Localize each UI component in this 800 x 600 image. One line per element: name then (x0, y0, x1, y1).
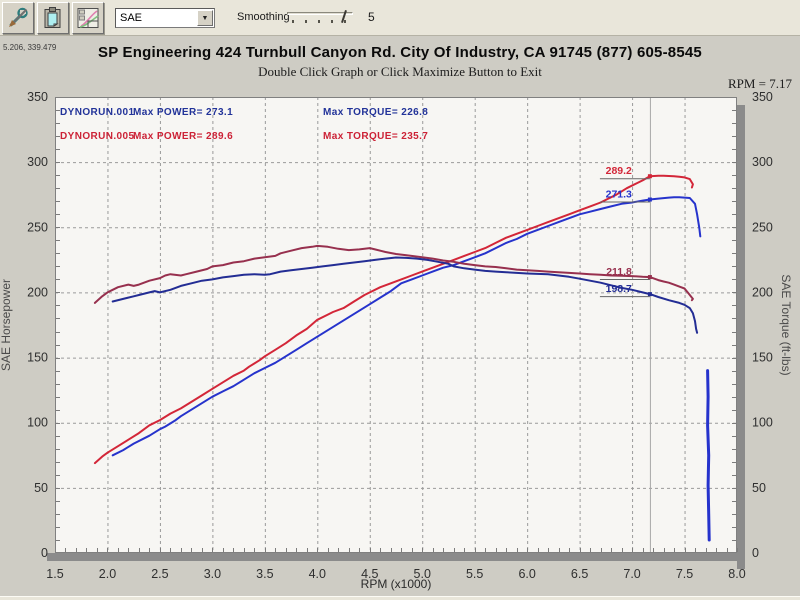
plot-shadow-bottom (47, 553, 737, 561)
slider-tick (292, 20, 294, 23)
plot-area[interactable] (55, 97, 737, 553)
svg-text:2.5: 2.5 (151, 567, 168, 581)
minor-ticks (55, 110, 738, 552)
correction-select-value: SAE (120, 12, 143, 24)
rpm-cursor-readout: RPM = 7.17 (727, 76, 792, 91)
cursor-readouts: 289.2 271.3 211.8 198.7 (599, 165, 652, 298)
smoothing-label: Smoothing (237, 11, 290, 23)
svg-text:250: 250 (27, 220, 48, 234)
svg-text:350: 350 (752, 90, 773, 104)
series-power-005 (93, 174, 694, 465)
plot-border (55, 97, 737, 553)
legend-max-torque: Max TORQUE= 235.7 (323, 131, 429, 142)
y-axis-title-left: SAE Horsepower (0, 278, 13, 372)
hint-text: Double Click Graph or Click Maximize But… (258, 64, 542, 79)
svg-text:8.0: 8.0 (728, 567, 745, 581)
svg-text:3.5: 3.5 (256, 567, 273, 581)
svg-text:50: 50 (34, 481, 48, 495)
y-tick-labels-right: 0 50 100 150 200 250 300 350 (752, 90, 773, 560)
clipboard-button[interactable] (37, 2, 69, 34)
svg-text:200: 200 (752, 285, 773, 299)
legend-max-power: Max POWER= 289.6 (133, 131, 234, 142)
svg-text:2.0: 2.0 (99, 567, 116, 581)
y-tick-labels-left: 0 50 100 150 200 250 300 350 (27, 90, 48, 560)
svg-text:4.5: 4.5 (361, 567, 378, 581)
correction-select[interactable]: SAE ▼ (115, 8, 215, 28)
mouse-coordinates: 5.206, 339.479 (3, 43, 57, 52)
series-torque-001 (111, 256, 699, 334)
window-bottom-edge (0, 596, 800, 600)
svg-text:150: 150 (752, 351, 773, 365)
y-axis-title-right: SAE Torque (ft-lbs) (779, 274, 793, 376)
svg-text:200: 200 (27, 285, 48, 299)
svg-text:289.2: 289.2 (606, 165, 632, 177)
series-trace-001-tail (706, 369, 711, 542)
svg-text:150: 150 (27, 351, 48, 365)
svg-text:198.7: 198.7 (606, 283, 632, 295)
svg-text:1.5: 1.5 (46, 567, 63, 581)
svg-text:3.0: 3.0 (204, 567, 221, 581)
svg-text:7.5: 7.5 (676, 567, 693, 581)
tools-button[interactable] (2, 2, 34, 34)
svg-text:4.0: 4.0 (309, 567, 326, 581)
svg-text:300: 300 (752, 155, 773, 169)
grid-lines (55, 97, 737, 553)
toolbar: SAE ▼ Smoothing 5 (0, 0, 800, 36)
graph-button[interactable] (72, 2, 104, 34)
svg-text:271.3: 271.3 (606, 189, 632, 201)
plot-shadow-right (737, 105, 745, 569)
svg-text:0: 0 (41, 546, 48, 560)
legend-max-power: Max POWER= 273.1 (133, 107, 234, 118)
svg-text:0: 0 (752, 546, 759, 560)
smoothing-value: 5 (368, 10, 375, 24)
svg-text:50: 50 (752, 481, 766, 495)
slider-tick (305, 20, 307, 23)
svg-text:6.5: 6.5 (571, 567, 588, 581)
svg-text:6.0: 6.0 (518, 567, 535, 581)
page-title: SP Engineering 424 Turnbull Canyon Rd. C… (98, 44, 702, 61)
svg-text:7.0: 7.0 (623, 567, 640, 581)
slider-tick (344, 20, 346, 23)
svg-text:350: 350 (27, 90, 48, 104)
x-axis-title: RPM (x1000) (360, 577, 432, 591)
svg-text:5.0: 5.0 (414, 567, 431, 581)
slider-tick (318, 20, 320, 23)
svg-text:100: 100 (752, 416, 773, 430)
legend-run-name: DYNORUN.001 (60, 107, 135, 118)
series-torque-005 (93, 244, 694, 304)
x-tick-labels: 1.5 2.0 2.5 3.0 3.5 4.0 4.5 5.0 5.5 6.0 6.5 7.0 7.5 8… (46, 567, 745, 581)
svg-text:5.5: 5.5 (466, 567, 483, 581)
svg-text:300: 300 (27, 155, 48, 169)
chevron-down-icon[interactable]: ▼ (197, 10, 213, 26)
series-power-001 (111, 196, 702, 457)
svg-text:100: 100 (27, 416, 48, 430)
svg-text:250: 250 (752, 220, 773, 234)
slider-tick (331, 20, 333, 23)
svg-text:211.8: 211.8 (606, 266, 632, 278)
slider-track[interactable] (287, 12, 353, 15)
legend-run-name: DYNORUN.005 (60, 131, 135, 142)
legend-max-torque: Max TORQUE= 226.8 (323, 107, 429, 118)
smoothing-slider[interactable] (287, 10, 353, 26)
